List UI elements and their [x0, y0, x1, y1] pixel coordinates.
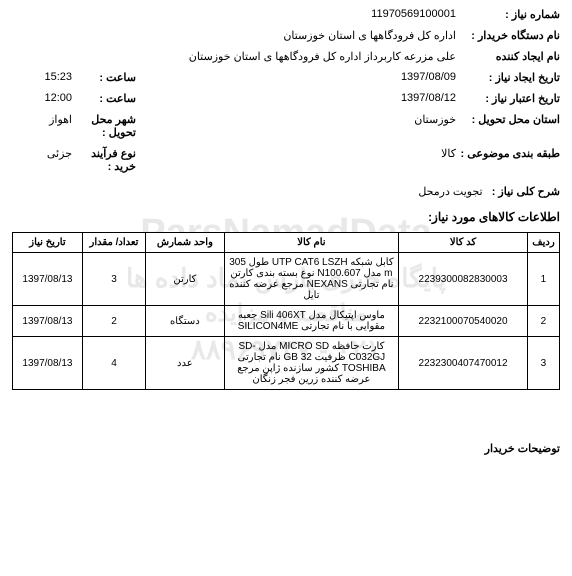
cell-date: 1397/08/13	[13, 337, 83, 390]
table-header-row: ردیف کد کالا نام کالا واحد شمارش تعداد/ …	[13, 233, 560, 253]
cell-idx: 2	[527, 306, 559, 337]
cell-code: 2232100070540020	[399, 306, 528, 337]
creator-label: نام ایجاد کننده	[460, 50, 560, 63]
cell-unit: کارتن	[146, 253, 225, 306]
col-qty: تعداد/ مقدار	[82, 233, 145, 253]
cell-code: 2239300082830003	[399, 253, 528, 306]
need-no-value: 11970569100001	[12, 8, 456, 21]
cell-name: ماوس اپتیکال مدل Sili 406XT جعبه مقوایی …	[224, 306, 399, 337]
desc-label: شرح کلی نیاز :	[492, 186, 560, 198]
buyer-value: اداره کل فرودگاهها ی استان خوزستان	[12, 29, 456, 42]
create-date-value: 1397/08/09	[140, 71, 456, 84]
col-idx: ردیف	[527, 233, 559, 253]
subject-cat-label: طبقه بندی موضوعی :	[460, 147, 560, 173]
col-code: کد کالا	[399, 233, 528, 253]
cell-unit: دستگاه	[146, 306, 225, 337]
valid-date-value: 1397/08/12	[140, 92, 456, 105]
col-name: نام کالا	[224, 233, 399, 253]
cell-date: 1397/08/13	[13, 253, 83, 306]
deliver-city-value: اهواز	[12, 113, 72, 139]
create-date-label: تاریخ ایجاد نیاز :	[460, 71, 560, 84]
buyer-notes-title: توضیحات خریدار	[12, 442, 560, 455]
table-row: 32232300407470012کارت حافظه MICRO SD مدل…	[13, 337, 560, 390]
valid-time-label: ساعت :	[76, 92, 136, 105]
header-grid: شماره نیاز : 11970569100001 نام دستگاه خ…	[12, 8, 560, 173]
cell-date: 1397/08/13	[13, 306, 83, 337]
buyer-label: نام دستگاه خریدار :	[460, 29, 560, 42]
cell-name: کارت حافظه MICRO SD مدل SD-C032GJ ظرفیت …	[224, 337, 399, 390]
valid-date-label: تاریخ اعتبار نیاز :	[460, 92, 560, 105]
subject-cat-value: کالا	[140, 147, 456, 173]
cell-qty: 3	[82, 253, 145, 306]
creator-value: علی مزرعه کاربرداز اداره کل فرودگاهها ی …	[12, 50, 456, 63]
cell-qty: 4	[82, 337, 145, 390]
deliver-city-label: شهر محل تحویل :	[76, 113, 136, 139]
cell-name: کابل شبکه UTP CAT6 LSZH طول 305 m مدل N1…	[224, 253, 399, 306]
cell-idx: 1	[527, 253, 559, 306]
create-time-value: 15:23	[12, 71, 72, 84]
cell-code: 2232300407470012	[399, 337, 528, 390]
valid-time-value: 12:00	[12, 92, 72, 105]
description-line: شرح کلی نیاز : تجویت درمحل	[12, 185, 560, 198]
desc-value: تجویت درمحل	[418, 186, 482, 198]
col-unit: واحد شمارش	[146, 233, 225, 253]
cell-unit: عدد	[146, 337, 225, 390]
process-type-label: نوع فرآیند خرید :	[76, 147, 136, 173]
cell-qty: 2	[82, 306, 145, 337]
table-row: 12239300082830003کابل شبکه UTP CAT6 LSZH…	[13, 253, 560, 306]
deliver-prov-label: استان محل تحویل :	[460, 113, 560, 139]
cell-idx: 3	[527, 337, 559, 390]
need-no-label: شماره نیاز :	[460, 8, 560, 21]
items-title: اطلاعات کالاهای مورد نیاز:	[12, 210, 560, 224]
process-type-value: جزئی	[12, 147, 72, 173]
items-table: ردیف کد کالا نام کالا واحد شمارش تعداد/ …	[12, 232, 560, 390]
col-date: تاریخ نیاز	[13, 233, 83, 253]
deliver-prov-value: خوزستان	[140, 113, 456, 139]
create-time-label: ساعت :	[76, 71, 136, 84]
table-row: 22232100070540020ماوس اپتیکال مدل Sili 4…	[13, 306, 560, 337]
